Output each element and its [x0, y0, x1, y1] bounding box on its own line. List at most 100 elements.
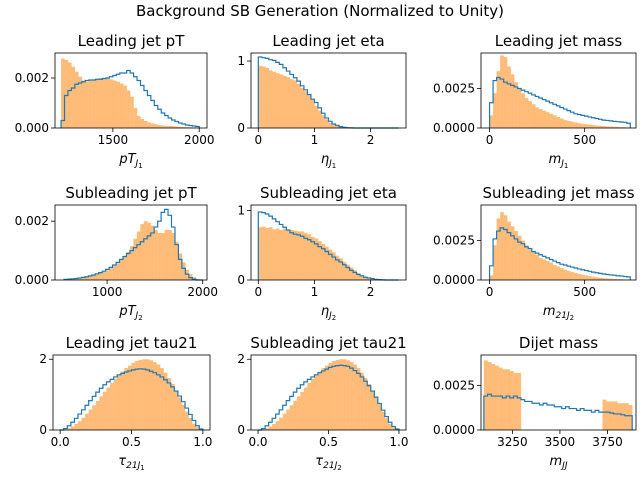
x-tick-label: 0.0 [51, 435, 70, 449]
subplot-title: Leading jet eta [272, 32, 384, 50]
generated-bar [343, 359, 347, 430]
generated-bar [578, 274, 582, 280]
generated-bar [279, 230, 283, 280]
x-tick-label: 2 [367, 285, 375, 299]
y-tick-label: 0.002 [15, 214, 49, 228]
x-axis-label: τ21J1 [118, 454, 144, 472]
generated-bar [532, 252, 536, 280]
y-tick-label: 0 [237, 121, 245, 135]
generated-bar [535, 255, 539, 280]
generated-bar [269, 227, 273, 280]
x-tick-label: 0.5 [122, 435, 141, 449]
generated-bar [128, 366, 132, 430]
generated-bar [614, 401, 618, 430]
generated-bar [510, 371, 514, 430]
generated-bar [158, 125, 162, 128]
generated-bar [535, 107, 539, 128]
y-tick-label: 0.002 [15, 71, 49, 85]
generated-bar [78, 421, 82, 430]
generated-bar [272, 72, 276, 128]
x-axis-label: pTJ2 [118, 304, 142, 322]
generated-bar [314, 375, 318, 430]
generated-bar [504, 57, 508, 128]
generated-bar [499, 368, 503, 431]
generated-bar [82, 81, 86, 129]
generated-bar [518, 89, 522, 128]
subplot-title: Subleading jet pT [65, 184, 197, 202]
generated-bar [290, 230, 294, 280]
x-tick-label: 500 [573, 133, 596, 147]
generated-bar [130, 97, 134, 128]
generated-bar [135, 361, 139, 430]
generated-bar [82, 418, 86, 430]
generated-bar [165, 230, 169, 280]
x-tick-label: 1 [311, 285, 319, 299]
generated-bar [311, 379, 315, 430]
generated-bar [158, 233, 162, 280]
generated-bar [113, 81, 117, 129]
generated-bar [546, 261, 550, 280]
generated-bar [272, 424, 276, 430]
generated-bar [113, 266, 117, 280]
generated-bar [71, 426, 75, 430]
x-tick-label: 500 [573, 285, 596, 299]
generated-bar [139, 360, 143, 430]
generated-bar [506, 369, 510, 430]
generated-bar [283, 414, 287, 430]
generated-bar [144, 221, 148, 280]
y-tick-label: 0.0025 [433, 82, 475, 96]
generated-bar [502, 369, 506, 430]
x-tick-label: 3250 [497, 435, 528, 449]
x-tick-label: 0.0 [248, 435, 267, 449]
generated-bar [262, 227, 266, 280]
generated-bar [625, 403, 629, 430]
generated-bar [610, 401, 614, 430]
generated-bar [560, 119, 564, 128]
generated-bar [85, 82, 89, 128]
y-tick-label: 0 [237, 273, 245, 287]
generated-bar [553, 265, 557, 280]
generated-bar [532, 104, 536, 128]
generated-bar [107, 388, 111, 430]
generated-bar [581, 275, 585, 280]
generated-bar [297, 396, 301, 430]
generated-bar [286, 230, 290, 280]
y-tick-label: 1 [237, 204, 245, 218]
generated-bar [350, 362, 354, 430]
generated-bar [528, 101, 532, 128]
x-axis-label: mJ1 [549, 152, 569, 170]
generated-bar [276, 421, 280, 430]
figure-suptitle: Background SB Generation (Normalized to … [136, 2, 504, 20]
generated-bar [276, 73, 280, 128]
subplot-title: Leading jet mass [495, 32, 623, 50]
generated-bar [74, 424, 78, 430]
generated-bar [574, 122, 578, 128]
generated-bar [99, 396, 103, 430]
generated-bar [525, 98, 529, 128]
generated-bar [606, 401, 610, 430]
generated-bar [491, 364, 495, 430]
generated-bar [542, 111, 546, 128]
generated-bar [132, 363, 136, 430]
generated-bar [304, 91, 308, 128]
y-tick-label: 2 [237, 352, 245, 366]
generated-bar [124, 368, 128, 430]
generated-bar [279, 74, 283, 128]
generated-bar [286, 409, 290, 430]
generated-bar [283, 229, 287, 280]
generated-bar [265, 228, 269, 280]
subplot-title: Subleading jet mass [482, 184, 634, 202]
generated-bar [178, 397, 182, 430]
x-tick-label: 1 [311, 133, 319, 147]
x-tick-label: 0.5 [319, 435, 338, 449]
generated-bar [542, 259, 546, 280]
generated-bar [588, 125, 592, 128]
generated-bar [588, 276, 592, 280]
generated-bar [346, 360, 350, 430]
